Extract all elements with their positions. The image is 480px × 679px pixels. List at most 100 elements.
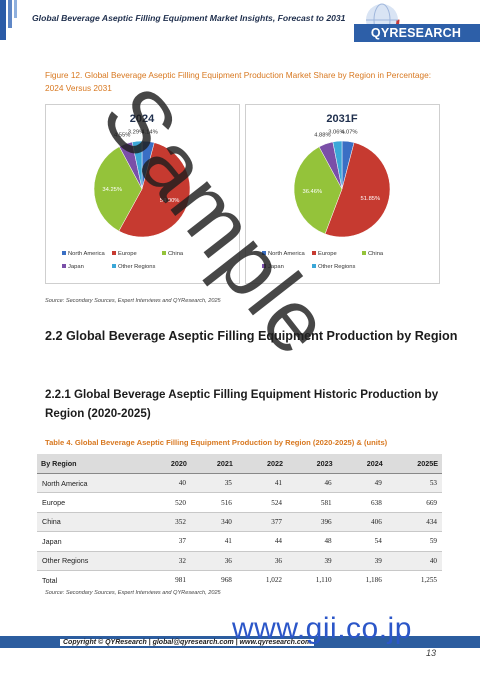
pie-chart-2031: 2031F 4.07% 51.85% 36.46% 4.88% 3.06% North Am… — [245, 104, 440, 284]
table-row: North America 40 35 41 46 49 53 — [37, 473, 442, 494]
table-value-cell: 35 — [190, 473, 237, 494]
table-row: Other Regions 32 36 36 39 39 40 — [37, 551, 442, 571]
table-row: China 352 340 377 396 406 434 — [37, 512, 442, 533]
table-value-cell: 352 — [144, 512, 191, 533]
legend-swatch — [112, 251, 116, 255]
pie-slice — [131, 140, 143, 190]
legend-label: China — [368, 251, 384, 257]
pie-value-label: 4.14% — [141, 129, 157, 135]
table-header-cell: 2024 — [336, 454, 387, 474]
pie-value-label: 4.55% — [114, 132, 130, 138]
table-value-cell: 54 — [336, 531, 387, 552]
legend-label: North America — [268, 251, 306, 257]
table-value-cell: 1,022 — [265, 576, 283, 585]
table-value-cell: 524 — [236, 492, 288, 513]
legend-label: Japan — [68, 264, 84, 270]
table-value-cell: 396 — [287, 512, 337, 533]
table-value-cell: 340 — [190, 512, 237, 533]
table-value-cell: 37 — [144, 531, 191, 552]
legend-label: China — [168, 251, 184, 257]
corner-stripe — [14, 0, 17, 18]
pie-value-label: 54.00% — [160, 198, 180, 204]
table-header-row: By Region 2020 2021 2022 2023 2024 2025E — [37, 454, 442, 474]
figure-source: Source: Secondary Sources, Expert Interv… — [45, 298, 221, 304]
table-region-cell: China — [37, 512, 145, 533]
pie-slice — [332, 140, 343, 190]
chart-title: 2031F — [326, 113, 357, 125]
table-value-cell: 59 — [386, 531, 442, 552]
table-region-cell: North America — [37, 473, 145, 494]
table-caption: Table 4. Global Beverage Aseptic Filling… — [45, 438, 388, 447]
table-value-cell: 36 — [236, 551, 288, 571]
corner-stripe — [8, 0, 12, 28]
table-region-cell: Total — [42, 575, 58, 585]
table-header-cell: 2022 — [236, 454, 288, 474]
chart-title: 2024 — [130, 113, 155, 125]
gii-watermark: www.gii.co.jp — [232, 612, 412, 645]
legend-swatch — [362, 251, 366, 255]
table-value-cell: 32 — [144, 551, 191, 571]
table-value-cell: 1,110 — [315, 576, 332, 585]
logo-band — [354, 24, 480, 42]
pie-value-label: 34.25% — [102, 187, 122, 193]
legend-label: North America — [68, 251, 106, 257]
pie-chart-2024: 2024 4.14% 54.00% 34.25% 4.55% 3.29% North Ame… — [45, 104, 240, 284]
legend-swatch — [62, 264, 66, 268]
table-value-cell: 377 — [236, 512, 288, 533]
legend-label: Europe — [318, 251, 337, 257]
table-value-cell: 39 — [287, 551, 337, 571]
table-header-cell: 2023 — [287, 454, 337, 474]
table-region-cell: Japan — [37, 531, 145, 552]
page-number: 13 — [426, 648, 437, 658]
pie-value-label: 51.85% — [361, 196, 381, 202]
section-heading-2-2: 2.2 Global Beverage Aseptic Filling Equi… — [45, 329, 458, 343]
production-table: By Region 2020 2021 2022 2023 2024 2025E North… — [37, 454, 442, 589]
legend-swatch — [312, 264, 316, 268]
pie-value-label: 4.88% — [314, 132, 330, 138]
table-value-cell: 669 — [386, 492, 442, 513]
pie-value-label: 3.29% — [128, 129, 144, 135]
table-value-cell: 40 — [144, 473, 191, 494]
table-region-cell: Europe — [37, 492, 145, 513]
footer-copyright: Copyright © QYResearch | global@qyresear… — [60, 639, 315, 646]
table-value-cell: 981 — [175, 576, 186, 585]
table-value-cell: 406 — [336, 512, 387, 533]
legend-swatch — [312, 251, 316, 255]
table-value-cell: 36 — [190, 551, 237, 571]
table-value-cell: 1,186 — [365, 576, 382, 585]
pie-value-label: 3.06% — [328, 129, 344, 135]
logo-text: QYRESEARCH — [370, 26, 462, 40]
table-source: Source: Secondary Sources, Expert Interv… — [45, 590, 221, 596]
legend-label: Japan — [268, 264, 284, 270]
table-value-cell: 638 — [336, 492, 387, 513]
table-value-cell: 53 — [386, 473, 442, 494]
table-header-cell: 2025E — [386, 454, 442, 474]
legend-swatch — [162, 251, 166, 255]
section-heading-2-2-1: 2.2.1 Global Beverage Aseptic Filling Eq… — [45, 388, 439, 420]
table-value-cell: 41 — [236, 473, 288, 494]
legend-label: Other Regions — [118, 264, 155, 270]
pie-slice — [93, 146, 143, 232]
table-value-cell: 520 — [144, 492, 191, 513]
pie-slice — [118, 142, 191, 238]
table-header-cell: 2020 — [144, 454, 191, 474]
table-region-cell: Other Regions — [37, 551, 145, 571]
table-value-cell: 46 — [287, 473, 337, 494]
table-value-cell: 581 — [287, 492, 337, 513]
table-value-cell: 968 — [221, 576, 232, 585]
legend-swatch — [62, 251, 66, 255]
table-header-cell: 2021 — [190, 454, 237, 474]
report-title: Global Beverage Aseptic Filling Equipmen… — [32, 13, 346, 23]
corner-stripe — [0, 0, 6, 40]
table-value-cell: 516 — [190, 492, 237, 513]
table-value-cell: 48 — [287, 531, 337, 552]
table-value-cell: 40 — [386, 551, 442, 571]
legend-swatch — [262, 251, 266, 255]
table-header-cell: By Region — [37, 454, 145, 474]
table-value-cell: 1,255 — [420, 576, 437, 585]
pie-slice — [293, 146, 343, 235]
legend-swatch — [262, 264, 266, 268]
figure-caption: Figure 12. Global Beverage Aseptic Filli… — [45, 70, 432, 93]
legend-swatch — [112, 264, 116, 268]
table-value-cell: 434 — [386, 512, 442, 533]
